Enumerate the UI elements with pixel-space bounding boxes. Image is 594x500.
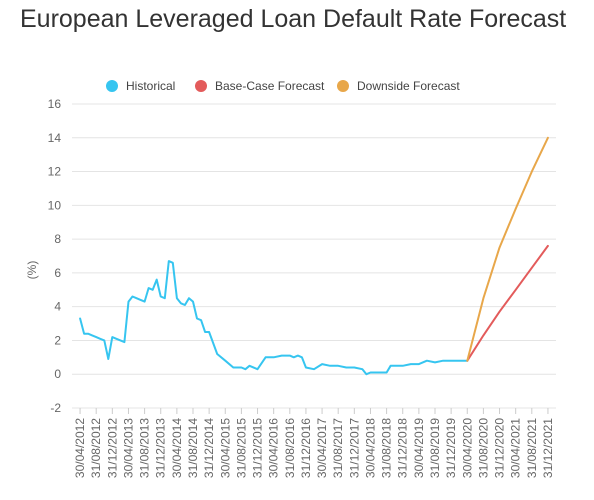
y-tick-label: 10 (48, 198, 62, 212)
x-tick-label: 30/04/2018 (363, 418, 377, 478)
y-axis-label: (%) (25, 261, 39, 280)
x-tick-label: 31/08/2019 (428, 418, 442, 478)
series-line-downside-forecast (466, 136, 549, 362)
x-tick-label: 31/08/2017 (331, 418, 345, 478)
x-tick-label: 31/08/2018 (380, 418, 394, 478)
y-tick-label: 12 (48, 165, 62, 179)
x-tick-label: 31/12/2020 (493, 418, 507, 478)
x-tick-label: 30/04/2014 (170, 418, 184, 478)
legend-label: Base-Case Forecast (215, 79, 325, 93)
x-tick-label: 31/08/2016 (283, 418, 297, 478)
x-tick-label: 30/04/2012 (73, 418, 87, 478)
x-tick-label: 31/12/2014 (202, 418, 216, 478)
x-tick-label: 31/08/2021 (525, 418, 539, 478)
gridlines (72, 103, 556, 414)
x-tick-label: 31/08/2020 (476, 418, 490, 478)
legend-marker (106, 80, 118, 92)
y-tick-label: 4 (54, 300, 61, 314)
x-tick-label: 31/12/2016 (299, 418, 313, 478)
x-tick-label: 30/04/2019 (412, 418, 426, 478)
x-tick-label: 30/04/2021 (509, 418, 523, 478)
x-tick-label: 30/04/2020 (460, 418, 474, 478)
x-tick-label: 31/12/2013 (154, 418, 168, 478)
x-tick-label: 31/12/2017 (347, 418, 361, 478)
x-tick-label: 31/12/2018 (396, 418, 410, 478)
y-tick-label: 8 (54, 232, 61, 246)
y-tick-label: 6 (54, 266, 61, 280)
x-tick-label: 30/04/2013 (121, 418, 135, 478)
legend-label: Historical (126, 79, 175, 93)
x-tick-label: 30/04/2015 (218, 418, 232, 478)
x-tick-label: 31/08/2012 (89, 418, 103, 478)
x-tick-label: 31/12/2021 (541, 418, 555, 478)
x-tick-label: 30/04/2016 (267, 418, 281, 478)
x-tick-label: 30/04/2017 (315, 418, 329, 478)
series-lines (79, 136, 549, 376)
legend: Historical Base-Case Forecast Downside For… (106, 79, 460, 93)
x-tick-label: 31/12/2015 (251, 418, 265, 478)
legend-marker (337, 80, 349, 92)
y-tick-label: 0 (54, 367, 61, 381)
x-tick-label: 31/08/2014 (186, 418, 200, 478)
x-tick-label: 31/08/2015 (234, 418, 248, 478)
legend-marker (195, 80, 207, 92)
y-tick-label: 16 (48, 97, 62, 111)
y-tick-label: 14 (48, 131, 62, 145)
series-line-base-case-forecast (466, 244, 549, 362)
x-tick-label: 31/08/2013 (138, 418, 152, 478)
x-tick-labels: 30/04/2012 31/08/2012 31/12/2012 30/04/2013… (73, 418, 555, 478)
legend-label: Downside Forecast (357, 79, 460, 93)
x-tick-label: 31/12/2019 (444, 418, 458, 478)
y-tick-label: 2 (54, 333, 61, 347)
series-line-historical (79, 260, 469, 376)
y-tick-label: -2 (50, 401, 61, 415)
chart-title: European Leveraged Loan Default Rate For… (20, 5, 567, 33)
x-tick-label: 31/12/2012 (105, 418, 119, 478)
y-tick-labels: 16 14 12 10 8 6 4 2 0 -2 (48, 97, 62, 415)
